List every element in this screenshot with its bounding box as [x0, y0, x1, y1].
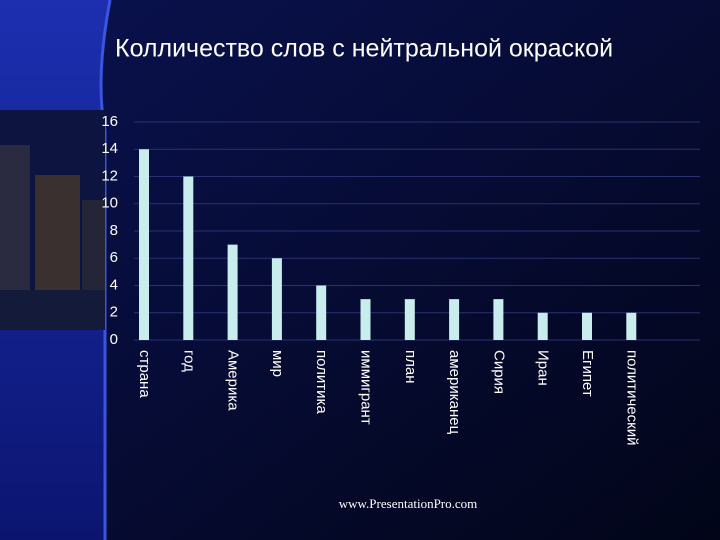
bar [227, 244, 238, 340]
footer: www.PresentationPro.com [339, 496, 478, 511]
x-tick-label: страна [136, 350, 153, 398]
y-tick-label: 14 [101, 140, 118, 157]
bar [449, 299, 460, 340]
y-tick-label: 8 [110, 222, 118, 239]
bar [582, 312, 592, 340]
x-tick-label: политический [623, 350, 640, 446]
x-tick-label: год [180, 350, 197, 372]
y-tick-label: 4 [110, 276, 118, 293]
x-tick-label: Америка [225, 350, 242, 411]
bar [626, 312, 637, 340]
bar [404, 299, 415, 340]
y-tick-label: 0 [110, 331, 118, 348]
bar [183, 176, 194, 340]
bar [537, 312, 548, 340]
city-image [0, 110, 105, 330]
x-tick-label: американец [446, 350, 463, 435]
y-tick-label: 16 [101, 113, 118, 130]
y-tick-label: 10 [101, 195, 118, 212]
bar [360, 299, 371, 340]
x-tick-label: иммигрант [358, 350, 375, 425]
x-tick-label: план [402, 350, 419, 384]
x-tick-label: Сирия [490, 350, 507, 394]
x-tick-label: Египет [579, 350, 596, 397]
y-tick-label: 12 [101, 167, 118, 184]
bar [493, 299, 504, 340]
y-tick-label: 2 [110, 304, 118, 321]
bar [271, 258, 282, 340]
chart-title: Колличество слов с нейтральной окраской [115, 35, 613, 63]
y-tick-label: 6 [110, 249, 118, 266]
bar [139, 149, 149, 340]
x-tick-label: политика [313, 350, 330, 414]
x-tick-label: мир [269, 350, 286, 377]
bar [316, 285, 327, 340]
x-tick-label: Иран [535, 350, 552, 386]
